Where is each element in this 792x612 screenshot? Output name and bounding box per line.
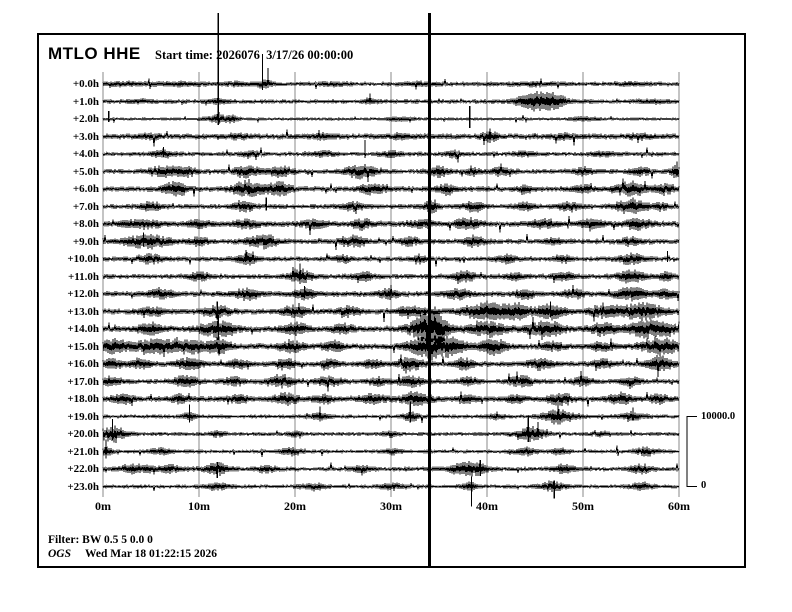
- hour-label: +0.0h: [72, 78, 99, 90]
- waveform-traces: [102, 54, 680, 507]
- hour-label: +5.0h: [72, 165, 99, 178]
- hour-label: +9.0h: [72, 235, 99, 248]
- hour-label: +3.0h: [72, 130, 99, 143]
- scale-min-label: 0: [701, 480, 707, 491]
- hour-label: +7.0h: [72, 200, 99, 213]
- hour-label: +23.0h: [67, 480, 99, 493]
- render-timestamp: Wed Mar 18 01:22:15 2026: [85, 548, 218, 560]
- hour-label: +14.0h: [67, 323, 99, 335]
- hour-label: +11.0h: [67, 270, 99, 283]
- hour-label: +17.0h: [67, 375, 99, 388]
- hour-label: +6.0h: [72, 183, 99, 195]
- time-gridlines: [102, 72, 680, 497]
- minute-tick-label: 60m: [668, 499, 690, 513]
- hour-label: +15.0h: [67, 340, 99, 353]
- hour-label: +21.0h: [67, 445, 99, 458]
- plot-border-frame: [37, 33, 746, 568]
- minute-tick-label: 20m: [284, 499, 306, 513]
- hour-label: +18.0h: [67, 393, 99, 405]
- hour-label: +8.0h: [72, 218, 99, 230]
- start-time-label: Start time: 2026076 3/17/26 00:00:00: [155, 48, 354, 62]
- minute-tick-label: 10m: [188, 499, 210, 513]
- minute-tick-label: 30m: [380, 499, 402, 513]
- hour-label: +20.0h: [67, 428, 99, 440]
- event-marker-lines: [217, 13, 431, 567]
- minute-tick-label: 40m: [476, 499, 498, 513]
- hour-label: +13.0h: [67, 305, 99, 318]
- hour-label: +10.0h: [67, 253, 99, 265]
- scale-max-label: 10000.0: [701, 411, 736, 422]
- agency-label: OGS: [48, 548, 72, 560]
- hour-label: +19.0h: [67, 410, 99, 423]
- hour-label: +16.0h: [67, 358, 99, 370]
- hour-label: +12.0h: [67, 288, 99, 300]
- station-channel-title: MTLO HHE: [48, 44, 141, 63]
- amplitude-scale-bracket: [686, 415, 697, 488]
- hour-label: +4.0h: [72, 148, 99, 160]
- minute-tick-label: 50m: [572, 499, 594, 513]
- hour-label: +1.0h: [72, 95, 99, 108]
- hour-label: +2.0h: [72, 113, 99, 125]
- filter-info: Filter: BW 0.5 5 0.0 0: [48, 534, 153, 546]
- hour-label: +22.0h: [67, 463, 99, 475]
- minute-tick-label: 0m: [95, 499, 111, 513]
- footer-line: OGS Wed Mar 18 01:22:15 2026: [48, 548, 217, 560]
